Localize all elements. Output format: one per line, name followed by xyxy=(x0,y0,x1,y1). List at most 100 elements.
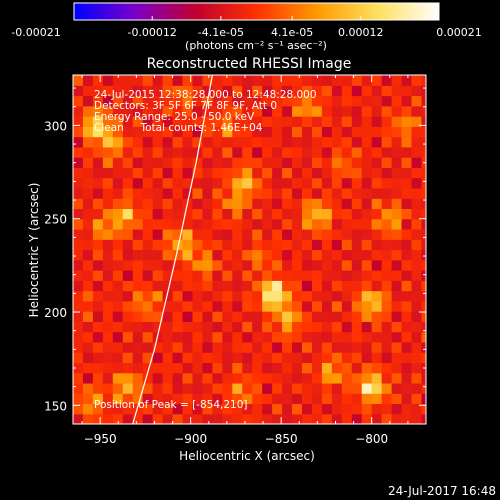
heatmap-cell xyxy=(311,413,323,424)
heatmap-cell xyxy=(371,218,383,230)
heatmap-cell xyxy=(122,300,134,312)
heatmap-cell xyxy=(142,157,154,168)
heatmap-cell xyxy=(341,95,353,107)
heatmap-cell xyxy=(212,259,223,271)
heatmap-cell xyxy=(202,311,213,322)
heatmap-cell xyxy=(351,75,363,86)
heatmap-cell xyxy=(232,105,243,117)
heatmap-cell xyxy=(361,300,373,312)
heatmap-cell xyxy=(361,393,373,405)
heatmap-cell xyxy=(192,382,204,394)
heatmap-cell xyxy=(411,362,423,374)
heatmap-cell xyxy=(341,167,353,179)
heatmap-cell xyxy=(361,403,373,415)
heatmap-cell xyxy=(381,321,393,333)
heatmap-cell xyxy=(82,372,94,384)
heatmap-cell xyxy=(222,187,233,199)
heatmap-cell xyxy=(152,321,164,333)
heatmap-cell xyxy=(232,352,243,364)
heatmap-cell xyxy=(102,341,114,353)
heatmap-cell xyxy=(321,259,333,271)
heatmap-cell xyxy=(222,311,233,322)
heatmap-cell xyxy=(282,75,293,86)
heatmap-cell xyxy=(222,321,233,333)
heatmap-cell xyxy=(311,95,323,107)
heatmap-cell xyxy=(73,157,84,168)
heatmap-cell xyxy=(242,105,253,117)
heatmap-cell xyxy=(102,290,114,302)
heatmap-cell xyxy=(341,228,353,240)
heatmap-cell xyxy=(73,393,84,405)
heatmap-cell xyxy=(321,95,333,107)
heatmap-cell xyxy=(361,136,373,148)
heatmap-cell xyxy=(311,75,323,86)
heatmap-cell xyxy=(282,157,293,168)
heatmap-cell xyxy=(361,126,373,138)
heatmap-cell xyxy=(411,167,423,179)
heatmap-cell xyxy=(361,157,373,168)
heatmap-cell xyxy=(381,239,393,251)
heatmap-cell xyxy=(292,208,303,220)
heatmap-cell xyxy=(292,105,303,117)
heatmap-cell xyxy=(341,413,353,424)
y-tick-label: 150 xyxy=(44,399,67,413)
heatmap-cell xyxy=(341,372,353,384)
heatmap-cell xyxy=(321,280,333,292)
heatmap-cell xyxy=(411,239,423,251)
heatmap-cell xyxy=(232,300,243,312)
heatmap-cell xyxy=(122,249,134,261)
heatmap-cell xyxy=(411,280,423,292)
heatmap-cell xyxy=(152,187,164,199)
heatmap-cell xyxy=(331,198,343,210)
heatmap-cell xyxy=(331,116,343,127)
heatmap-cell xyxy=(222,331,233,343)
heatmap-cell xyxy=(331,393,343,405)
heatmap-cell xyxy=(92,116,104,127)
heatmap-cell xyxy=(212,311,223,322)
heatmap-cell xyxy=(272,218,283,230)
heatmap-cell xyxy=(351,136,363,148)
heatmap-cell xyxy=(341,126,353,138)
heatmap-cell xyxy=(152,105,164,117)
heatmap-cell xyxy=(122,270,134,281)
heatmap-cell xyxy=(301,362,313,374)
heatmap-cell xyxy=(381,341,393,353)
annotation-block: 24-Jul-2015 12:38:28.000 to 12:48:28.000… xyxy=(94,89,317,411)
heatmap-cell xyxy=(192,105,204,117)
heatmap-cell xyxy=(301,167,313,179)
heatmap-cell xyxy=(212,75,223,86)
heatmap-cell xyxy=(102,280,114,292)
heatmap-cell xyxy=(73,167,84,179)
heatmap-cell xyxy=(301,403,313,415)
heatmap-cell xyxy=(132,136,144,148)
colorbar-gradient xyxy=(73,2,440,21)
heatmap-cell xyxy=(272,187,283,199)
heatmap-cell xyxy=(351,372,363,384)
heatmap-cell xyxy=(262,311,273,322)
heatmap-cell xyxy=(92,198,104,210)
heatmap-cell xyxy=(222,259,233,271)
heatmap-cell xyxy=(192,311,204,322)
heatmap-cell xyxy=(202,198,213,210)
heatmap-cell xyxy=(321,85,333,97)
heatmap-cell xyxy=(371,198,383,210)
heatmap-cell xyxy=(381,331,393,343)
heatmap-cell xyxy=(301,280,313,292)
heatmap-cell xyxy=(212,341,223,353)
heatmap-cell xyxy=(73,105,84,117)
heatmap-cell xyxy=(142,167,154,179)
heatmap-cell xyxy=(162,372,174,384)
heatmap-cell xyxy=(132,218,144,230)
heatmap-cell xyxy=(162,167,174,179)
heatmap-cell xyxy=(222,239,233,251)
heatmap-cell xyxy=(401,393,413,405)
heatmap-cell xyxy=(321,372,333,384)
heatmap-cell xyxy=(282,187,293,199)
heatmap-cell xyxy=(92,228,104,240)
heatmap-cell xyxy=(391,331,403,343)
heatmap-cell xyxy=(132,352,144,364)
heatmap-cell xyxy=(371,157,383,168)
heatmap-cell xyxy=(162,126,174,138)
heatmap-cell xyxy=(142,300,154,312)
heatmap-cell xyxy=(361,311,373,322)
